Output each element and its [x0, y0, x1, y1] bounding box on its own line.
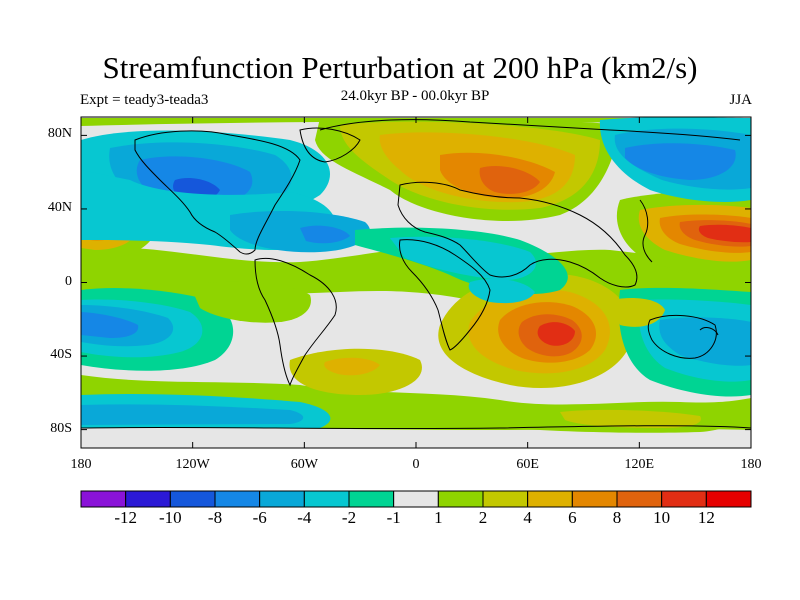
colorbar-swatch — [80, 490, 127, 508]
colorbar-label: -1 — [386, 508, 401, 527]
season-label: JJA — [729, 92, 752, 108]
y-tick-label: 80N — [47, 126, 72, 142]
x-tick-label: 180 — [70, 457, 92, 472]
colorbar-label: -6 — [252, 508, 267, 527]
coastlines — [81, 119, 751, 430]
colorbar-swatch — [705, 490, 752, 508]
y-tick-label: 40N — [47, 199, 72, 215]
x-tick-label: 60E — [516, 457, 539, 472]
colorbar-label: 8 — [612, 508, 622, 527]
colorbar-swatch — [348, 490, 395, 508]
x-tick-label: 120E — [624, 457, 655, 472]
colorbar-label: 1 — [434, 508, 443, 527]
colorbar-label: -8 — [207, 508, 223, 527]
colorbar-label: 12 — [697, 508, 715, 527]
colorbar-label: -10 — [158, 508, 182, 527]
x-tick-label: 180 — [740, 457, 762, 472]
colorbar-swatch — [125, 490, 171, 508]
colorbar-swatch — [259, 490, 305, 508]
y-tick-label: 80S — [50, 420, 72, 436]
chart-title: Streamfunction Perturbation at 200 hPa (… — [102, 50, 698, 85]
colorbar — [80, 490, 752, 508]
colorbar-label: 2 — [478, 508, 488, 527]
colorbar-swatch — [303, 490, 350, 508]
colorbar-label: -4 — [297, 508, 312, 527]
experiment-label: Expt = teady3-teada3 — [80, 92, 209, 108]
x-tick-label: 60W — [290, 457, 318, 472]
time-range-label: 24.0kyr BP - 00.0kyr BP — [340, 88, 490, 104]
axis-ticks — [80, 117, 752, 448]
colorbar-label: -12 — [114, 508, 137, 527]
colorbar-swatch — [393, 490, 439, 508]
colorbar-swatch — [527, 490, 573, 508]
colorbar-label: 10 — [653, 508, 671, 527]
colorbar-label: 4 — [523, 508, 532, 527]
colorbar-swatch — [571, 490, 618, 508]
y-tick-label: 0 — [65, 273, 72, 289]
colorbar-swatch — [616, 490, 663, 508]
y-tick-label: 40S — [50, 347, 72, 363]
x-tick-label: 0 — [412, 457, 420, 472]
colorbar-swatch — [661, 490, 707, 508]
colorbar-swatch — [169, 490, 216, 508]
colorbar-swatch — [482, 490, 529, 508]
colorbar-label: 6 — [568, 508, 577, 527]
colorbar-swatch — [437, 490, 484, 508]
x-tick-label: 120W — [175, 457, 210, 472]
colorbar-swatch — [214, 490, 261, 508]
colorbar-label: -2 — [341, 508, 357, 527]
